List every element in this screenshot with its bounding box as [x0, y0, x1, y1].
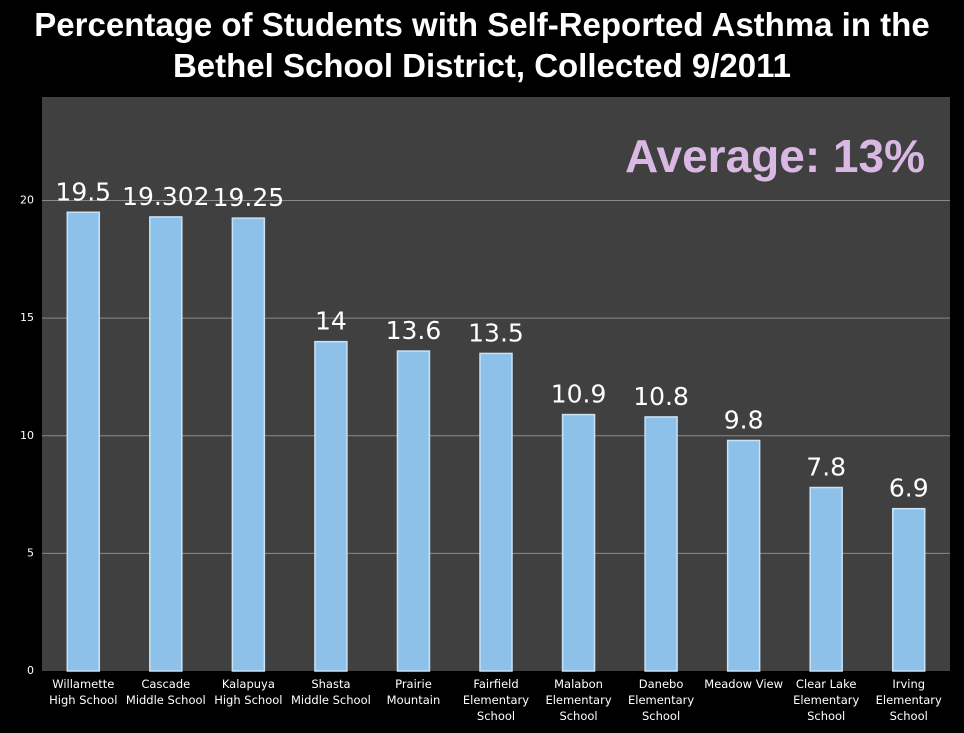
x-tick-label: Meadow View: [704, 677, 783, 691]
x-tick-label: Prairie Mountain: [387, 677, 441, 707]
bar: [396, 350, 431, 672]
bar: [479, 352, 513, 672]
annotation: Average: 13%: [625, 130, 925, 182]
bar: [891, 507, 926, 672]
data-label: 7.8: [806, 453, 846, 482]
y-tick-label: 0: [27, 664, 34, 677]
data-label: 6.9: [889, 474, 929, 503]
y-tick-label: 5: [27, 546, 34, 559]
x-tick-label: Malabon Elementary School: [545, 677, 611, 723]
bar: [231, 217, 266, 672]
x-tick-label: Shasta Middle School: [291, 677, 371, 707]
data-label: 19.5: [55, 177, 111, 206]
data-label: 19.302: [122, 182, 209, 211]
data-label: 10.9: [551, 380, 607, 409]
bar: [644, 416, 678, 672]
x-tick-label: Irving Elementary School: [876, 677, 942, 723]
bar: [561, 413, 596, 672]
data-label: 19.25: [213, 183, 285, 212]
chart-title: Percentage of Students with Self-Reporte…: [34, 6, 930, 84]
data-label: 13.5: [468, 318, 524, 347]
bar: [314, 340, 348, 672]
data-label: 14: [315, 307, 347, 336]
data-label: 13.6: [386, 316, 442, 345]
y-tick-label: 20: [20, 194, 34, 207]
x-tick-label: Kalapuya High School: [214, 677, 282, 707]
data-label: 10.8: [633, 382, 689, 411]
bar: [66, 211, 101, 672]
x-tick-label: Clear Lake Elementary School: [793, 677, 859, 723]
bar: [149, 216, 183, 672]
x-tick-label: Fairfield Elementary School: [463, 677, 529, 723]
x-tick-label: Willamette High School: [49, 677, 117, 707]
x-tick-label: Danebo Elementary School: [628, 677, 694, 723]
x-tick-label: Cascade Middle School: [126, 677, 206, 707]
y-tick-label: 15: [20, 311, 34, 324]
y-tick-label: 10: [20, 429, 34, 442]
bar: [809, 486, 843, 672]
bar: [726, 439, 761, 672]
data-label: 9.8: [724, 405, 764, 434]
